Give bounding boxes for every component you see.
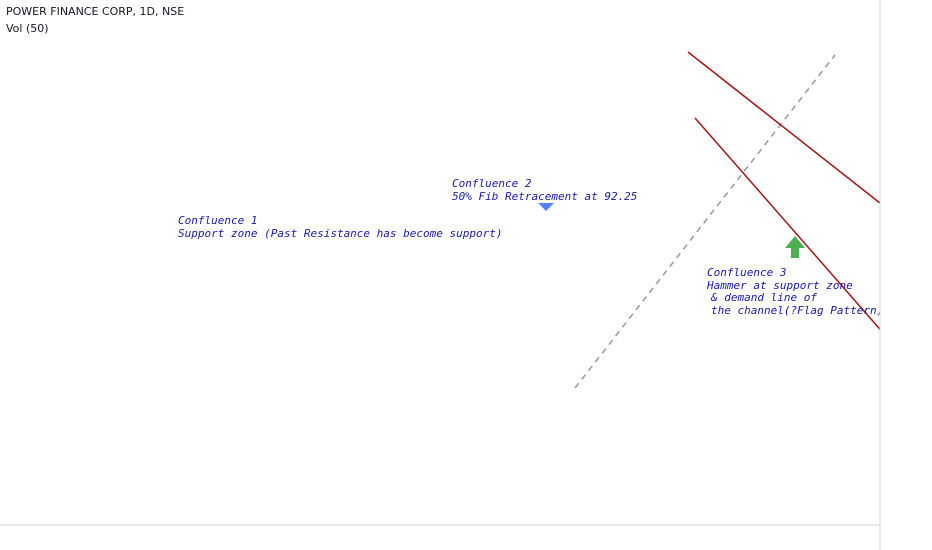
up-arrow (785, 236, 805, 258)
annotation: Support zone (Past Resistance has become… (178, 227, 503, 240)
annotation: Hammer at support zone (706, 279, 853, 292)
chart-title: POWER FINANCE CORP, 1D, NSE (6, 5, 184, 18)
channel-upper-line (687, 51, 886, 208)
price-axis-panel (880, 0, 932, 550)
channel-lower-line (694, 117, 886, 336)
annotation: & demand line of (710, 291, 817, 304)
annotation: Confluence 2 (452, 177, 532, 190)
annotation: 50% Fib Retracement at 92.25 (452, 190, 637, 203)
annotation: Confluence 1 (178, 214, 257, 227)
fib-trend-line (574, 54, 836, 389)
annotation: Confluence 3 (707, 266, 786, 279)
down-arrow (538, 203, 554, 211)
volume-label: Vol (50) (6, 22, 49, 35)
annotation: the channel(?Flag Pattern) (711, 304, 883, 317)
